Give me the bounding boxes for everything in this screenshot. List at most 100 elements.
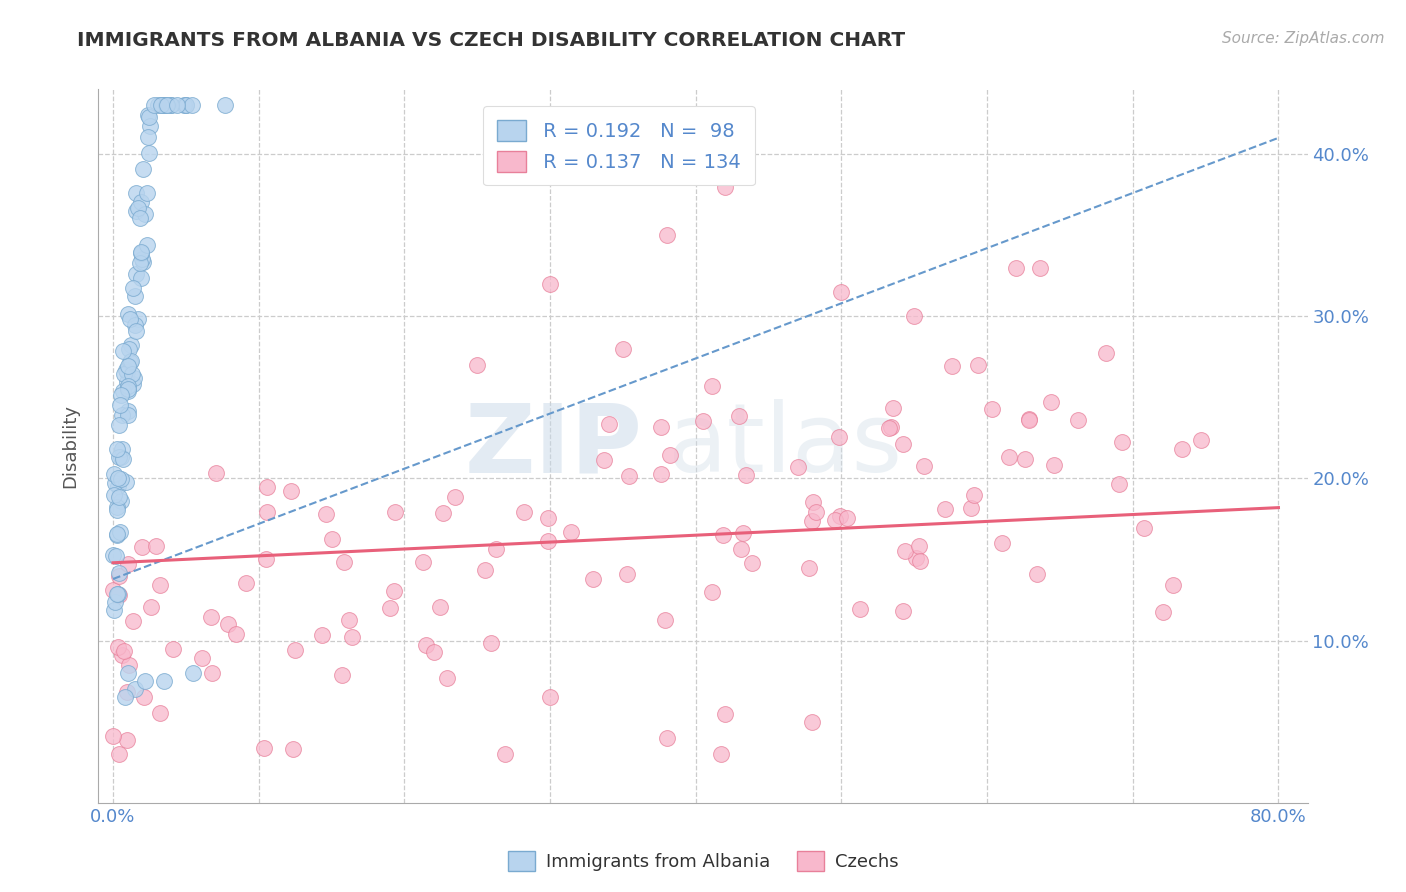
Point xyxy=(129,271,152,285)
Point xyxy=(156,98,179,112)
Text: ZIP: ZIP xyxy=(464,400,643,492)
Point xyxy=(311,628,333,642)
Text: IMMIGRANTS FROM ALBANIA VS CZECH DISABILITY CORRELATION CHART: IMMIGRANTS FROM ALBANIA VS CZECH DISABIL… xyxy=(77,31,905,50)
Point xyxy=(132,690,155,705)
Point xyxy=(115,732,138,747)
Point xyxy=(155,98,177,112)
Point xyxy=(112,368,135,382)
Point xyxy=(105,442,128,457)
Point xyxy=(214,98,236,112)
Point xyxy=(159,98,181,112)
Point xyxy=(429,600,451,615)
Point xyxy=(513,505,536,519)
Point xyxy=(110,399,132,413)
Point xyxy=(342,630,364,644)
Point xyxy=(804,505,827,519)
Point xyxy=(124,318,146,332)
Point xyxy=(110,493,132,508)
Point xyxy=(108,588,131,602)
Point xyxy=(787,459,810,474)
Point xyxy=(125,324,148,338)
Point xyxy=(114,690,136,705)
Point xyxy=(200,609,222,624)
Point xyxy=(191,651,214,665)
Point xyxy=(146,98,169,112)
Point xyxy=(966,359,988,373)
Text: Source: ZipAtlas.com: Source: ZipAtlas.com xyxy=(1222,31,1385,46)
Point xyxy=(117,404,139,418)
Point xyxy=(117,558,139,572)
Point xyxy=(315,507,337,521)
Point xyxy=(830,285,852,299)
Point xyxy=(650,420,672,434)
Point xyxy=(121,367,143,381)
Point xyxy=(702,585,724,599)
Point xyxy=(1161,578,1184,592)
Point xyxy=(479,636,502,650)
Point xyxy=(136,130,159,145)
Point xyxy=(145,539,167,553)
Point xyxy=(131,252,153,266)
Point xyxy=(256,505,278,519)
Point xyxy=(127,311,149,326)
Point xyxy=(150,98,173,112)
Point xyxy=(537,510,560,524)
Point xyxy=(1014,452,1036,467)
Point xyxy=(731,526,754,541)
Point xyxy=(110,472,132,486)
Point xyxy=(117,359,139,373)
Point xyxy=(121,281,143,295)
Point xyxy=(617,468,640,483)
Point xyxy=(107,471,129,485)
Point xyxy=(612,342,634,356)
Point xyxy=(891,437,914,451)
Point xyxy=(125,203,148,218)
Point xyxy=(380,600,402,615)
Point xyxy=(138,110,160,124)
Point xyxy=(225,626,247,640)
Point xyxy=(129,195,152,210)
Point xyxy=(173,98,195,112)
Point xyxy=(117,409,139,423)
Point xyxy=(730,541,752,556)
Point xyxy=(105,503,128,517)
Point xyxy=(801,495,824,509)
Point xyxy=(149,578,172,592)
Point xyxy=(912,458,935,473)
Point xyxy=(118,311,141,326)
Point xyxy=(280,483,302,498)
Point xyxy=(801,714,824,729)
Point xyxy=(321,532,343,546)
Point xyxy=(107,586,129,600)
Point xyxy=(797,561,820,575)
Point xyxy=(132,254,155,268)
Point xyxy=(120,353,142,368)
Point xyxy=(702,379,724,393)
Point xyxy=(830,509,852,524)
Point xyxy=(432,506,454,520)
Point xyxy=(1005,260,1028,275)
Point xyxy=(659,449,682,463)
Point xyxy=(111,451,134,466)
Point xyxy=(118,355,141,369)
Point xyxy=(894,543,917,558)
Point xyxy=(714,179,737,194)
Point xyxy=(104,475,127,490)
Point xyxy=(111,648,134,662)
Point xyxy=(125,186,148,200)
Point xyxy=(1111,434,1133,449)
Point xyxy=(117,379,139,393)
Point xyxy=(582,572,605,586)
Point xyxy=(474,563,496,577)
Point xyxy=(134,207,156,221)
Point xyxy=(104,595,127,609)
Y-axis label: Disability: Disability xyxy=(62,404,80,488)
Point xyxy=(160,98,183,112)
Point xyxy=(741,556,763,570)
Point xyxy=(136,108,159,122)
Point xyxy=(103,583,125,598)
Point xyxy=(1189,433,1212,447)
Point xyxy=(415,638,437,652)
Point xyxy=(654,613,676,627)
Point xyxy=(1108,477,1130,491)
